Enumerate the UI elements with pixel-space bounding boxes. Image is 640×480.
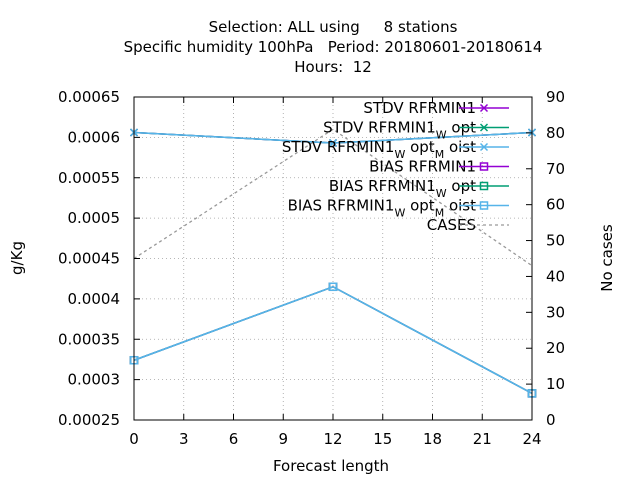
legend-label: STDV RFRMIN1W optM oist — [282, 138, 476, 161]
y2-tick-label: 10 — [546, 375, 565, 393]
y2-tick-label: 90 — [546, 88, 565, 106]
legend-entry-5: BIAS RFRMIN1W opt — [329, 177, 509, 200]
y-tick-label: 0.0005 — [68, 209, 121, 227]
y2-tick-label: 50 — [546, 232, 565, 250]
x-tick-label: 21 — [473, 430, 492, 448]
data-point — [479, 181, 489, 191]
series-line — [133, 128, 533, 267]
title-line-2: Specific humidity 100hPa Period: 2018060… — [124, 38, 543, 56]
y-tick-label: 0.00065 — [58, 88, 120, 106]
x-tick-label: 18 — [423, 430, 442, 448]
y-tick-label: 0.00025 — [58, 411, 120, 429]
y-tick-label: 0.0004 — [68, 290, 121, 308]
data-point — [479, 103, 489, 113]
y2-tick-label: 60 — [546, 196, 565, 214]
y-axis-label: g/Kg — [8, 241, 26, 275]
x-tick-label: 3 — [179, 430, 189, 448]
data-point — [479, 201, 489, 210]
data-point — [479, 123, 489, 132]
data-point — [479, 142, 489, 152]
x-tick-label: 12 — [323, 430, 342, 448]
legend-label: STDV RFRMIN1 — [363, 99, 476, 117]
legend-label: STDV RFRMIN1W opt — [323, 119, 476, 142]
y2-axis-label: No cases — [598, 224, 616, 292]
legend-entry-6: BIAS RFRMIN1W optM oist — [288, 197, 509, 220]
y2-tick-label: 30 — [546, 303, 565, 321]
legend-label: BIAS RFRMIN1 — [369, 158, 476, 176]
data-point — [328, 138, 338, 148]
x-tick-label: 24 — [522, 430, 541, 448]
y-tick-label: 0.0006 — [68, 128, 121, 146]
y2-tick-label: 70 — [546, 160, 565, 178]
x-tick-label: 6 — [229, 430, 239, 448]
y-tick-label: 0.0003 — [68, 371, 121, 389]
y2-tick-label: 80 — [546, 124, 565, 142]
x-tick-label: 15 — [373, 430, 392, 448]
series-line — [133, 285, 533, 395]
legend-entry-1: STDV RFRMIN1 — [363, 99, 509, 117]
y-tick-label: 0.00055 — [58, 169, 120, 187]
x-tick-label: 9 — [278, 430, 288, 448]
y2-tick-label: 20 — [546, 339, 565, 357]
data-point — [328, 282, 338, 292]
title-line-1: Selection: ALL using 8 stations — [209, 18, 458, 36]
legend-entry-4: BIAS RFRMIN1 — [369, 158, 509, 176]
x-axis-label: Forecast length — [273, 457, 389, 475]
legend-entry-2: STDV RFRMIN1W opt — [323, 119, 509, 142]
legend-entry-7: CASES — [427, 216, 509, 234]
legend-label: CASES — [427, 216, 476, 234]
series-7 — [133, 128, 533, 267]
axis-ticks: 0 3 6 9 12 15 18 21 24 0.00025 0.0003 0.00035 0.0004… — [58, 88, 565, 448]
x-tick-label: 0 — [129, 430, 139, 448]
y2-tick-label: 0 — [546, 411, 556, 429]
legend-entry-3: STDV RFRMIN1W optM oist — [282, 138, 509, 161]
y-tick-label: 0.00035 — [58, 330, 120, 348]
y2-tick-label: 40 — [546, 267, 565, 285]
data-point — [479, 162, 489, 171]
y-tick-label: 0.00045 — [58, 250, 120, 268]
title-line-3: Hours: 12 — [294, 58, 372, 76]
legend-label: BIAS RFRMIN1W optM oist — [288, 197, 477, 220]
chart-title: Selection: ALL using 8 stations Specific … — [124, 18, 543, 76]
